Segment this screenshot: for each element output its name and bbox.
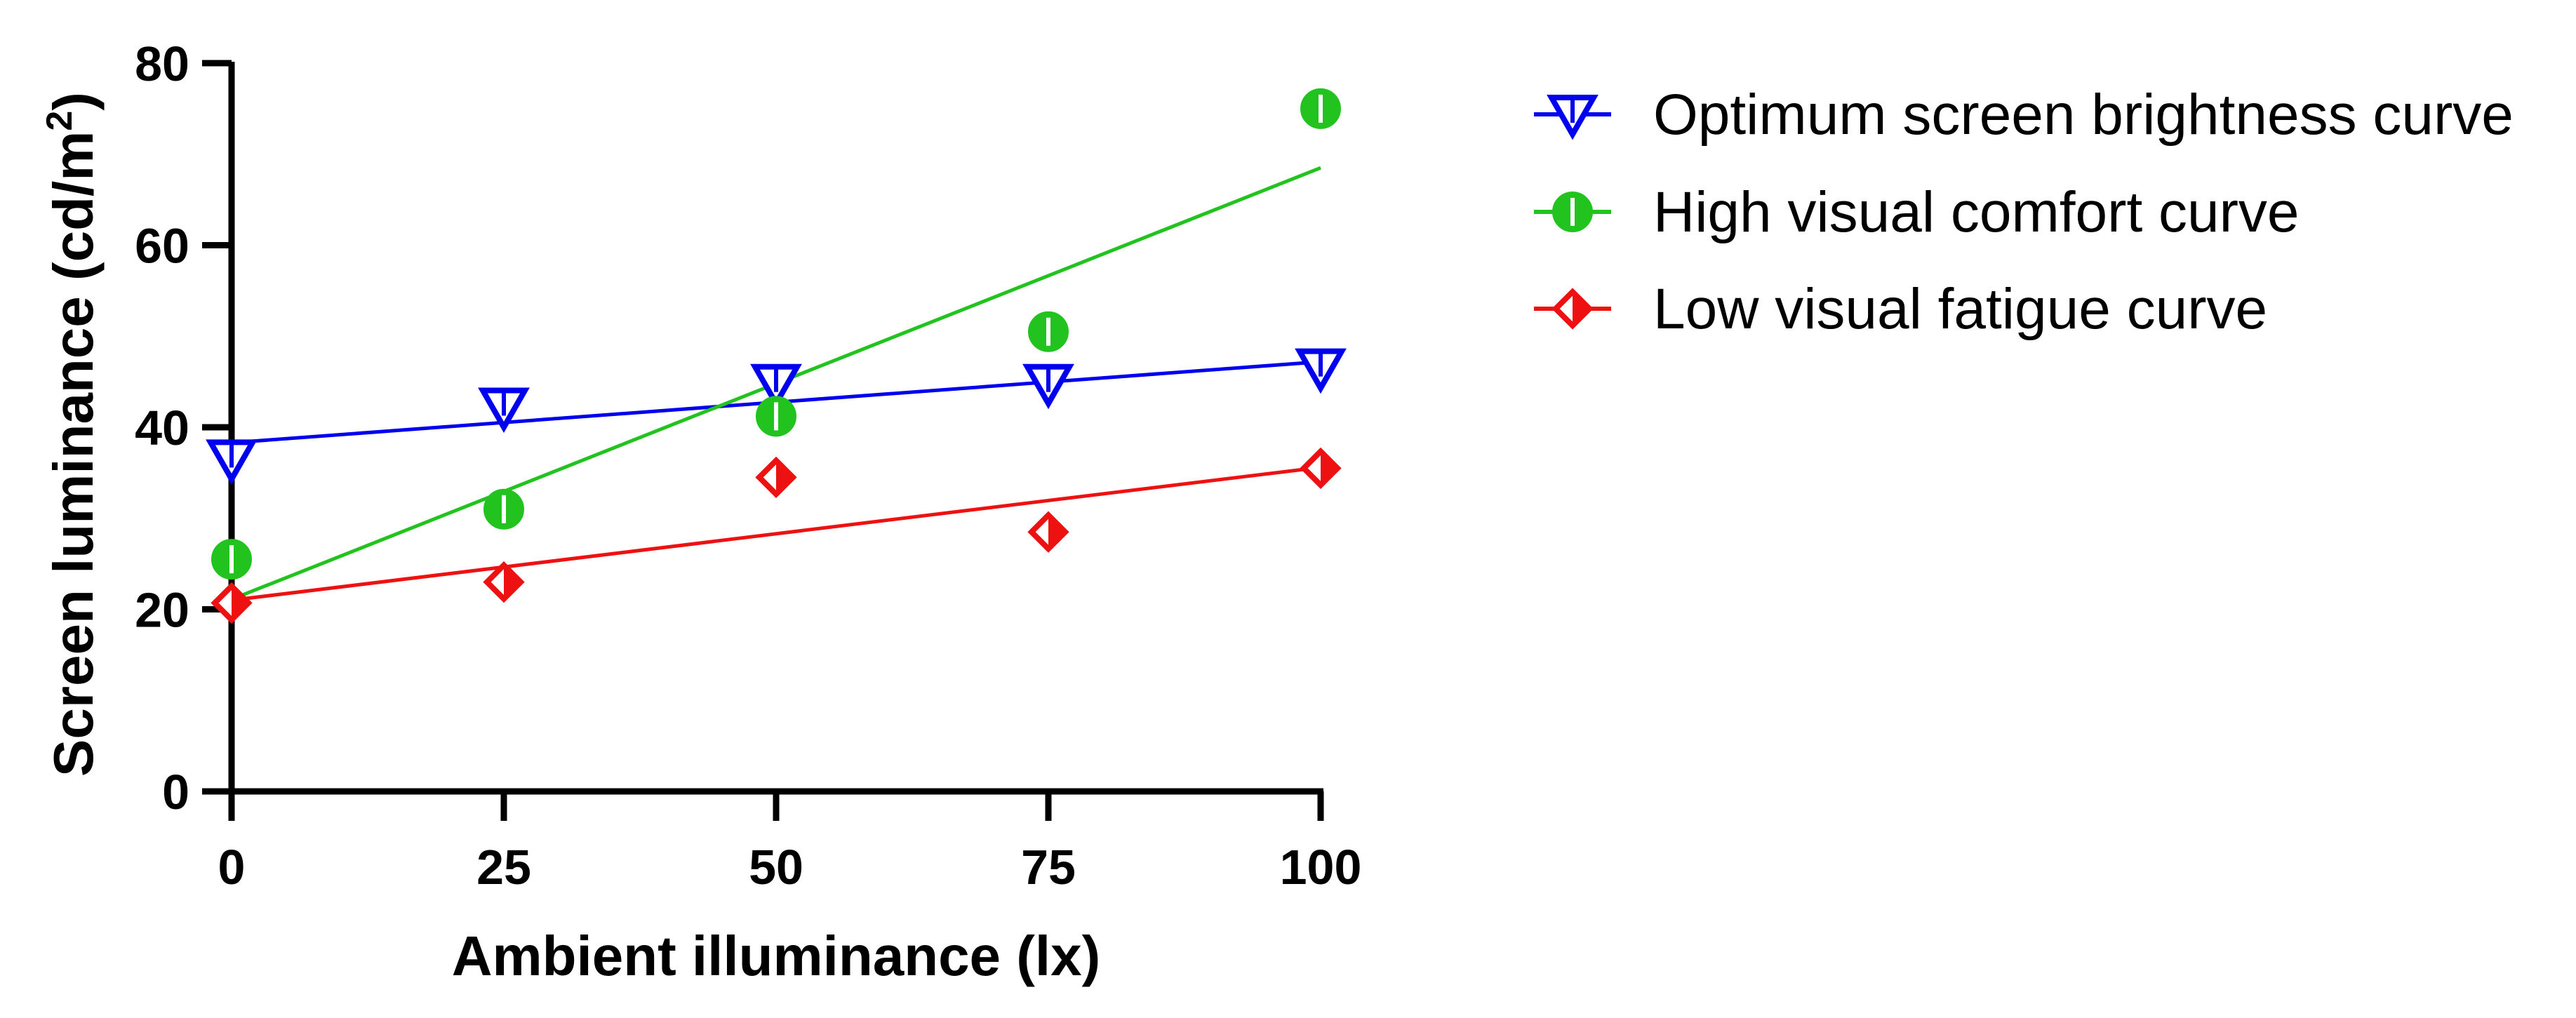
diamond-fill-half	[1048, 515, 1065, 549]
data-point-series-1	[478, 387, 530, 434]
legend-item: Low visual fatigue curve	[1534, 277, 2267, 341]
diamond-fill-half	[232, 586, 248, 620]
x-tick-label: 25	[476, 840, 531, 895]
legend-item: Optimum screen brightness curve	[1534, 83, 2514, 147]
axes: 0 20 40 60 80 0 25 50 75 100 Ambient illuminance (…	[39, 36, 1361, 987]
x-tick-label: 50	[749, 840, 803, 895]
fit-line-series-3	[231, 465, 1321, 603]
legend-marker	[1551, 288, 1594, 330]
y-axis-title-suffix: )	[42, 92, 105, 111]
data-point-series-1	[206, 439, 258, 485]
y-axis-title-superscript: 2	[39, 111, 80, 131]
data-point-series-3	[483, 561, 525, 603]
y-axis-title-main: Screen luminance (cd/m	[42, 131, 105, 777]
y-tick-label: 20	[135, 583, 189, 638]
x-tick-label: 100	[1280, 840, 1362, 895]
legend: Optimum screen brightness curve High visu…	[1534, 83, 2514, 341]
diamond-fill-half	[504, 565, 521, 599]
data-point-series-2	[211, 539, 252, 580]
legend-item: High visual comfort curve	[1534, 180, 2300, 244]
data-point-series-3	[755, 456, 797, 499]
data-point-series-2	[1300, 88, 1341, 129]
legend-marker	[1552, 192, 1593, 232]
x-tick-label: 0	[218, 840, 246, 895]
diamond-fill-half	[1573, 292, 1589, 326]
y-tick-label: 0	[162, 765, 189, 819]
data-point-series-2	[1028, 311, 1069, 352]
data-point-series-1	[750, 363, 802, 410]
y-axis-title: Screen luminance (cd/m2)	[39, 92, 105, 777]
data-point-series-2	[483, 488, 524, 530]
legend-marker	[1547, 95, 1599, 140]
diamond-fill-half	[776, 460, 793, 495]
data-point-series-3	[1300, 447, 1342, 490]
data-point-series-1	[1022, 363, 1074, 410]
y-tick-label: 40	[135, 401, 189, 455]
data-point-series-3	[211, 582, 253, 624]
legend-label: Optimum screen brightness curve	[1653, 83, 2514, 147]
legend-label: Low visual fatigue curve	[1653, 277, 2267, 341]
y-tick-label: 60	[135, 219, 189, 274]
y-tick-label: 80	[135, 36, 189, 91]
data-point-series-1	[1295, 348, 1347, 394]
legend-label: High visual comfort curve	[1653, 180, 2300, 244]
x-tick-label: 75	[1021, 840, 1076, 895]
x-axis-title: Ambient illuminance (lx)	[452, 925, 1101, 987]
data-point-series-3	[1027, 511, 1069, 553]
diamond-fill-half	[1321, 451, 1337, 485]
data-point-series-2	[756, 396, 796, 437]
markers	[206, 88, 1347, 624]
